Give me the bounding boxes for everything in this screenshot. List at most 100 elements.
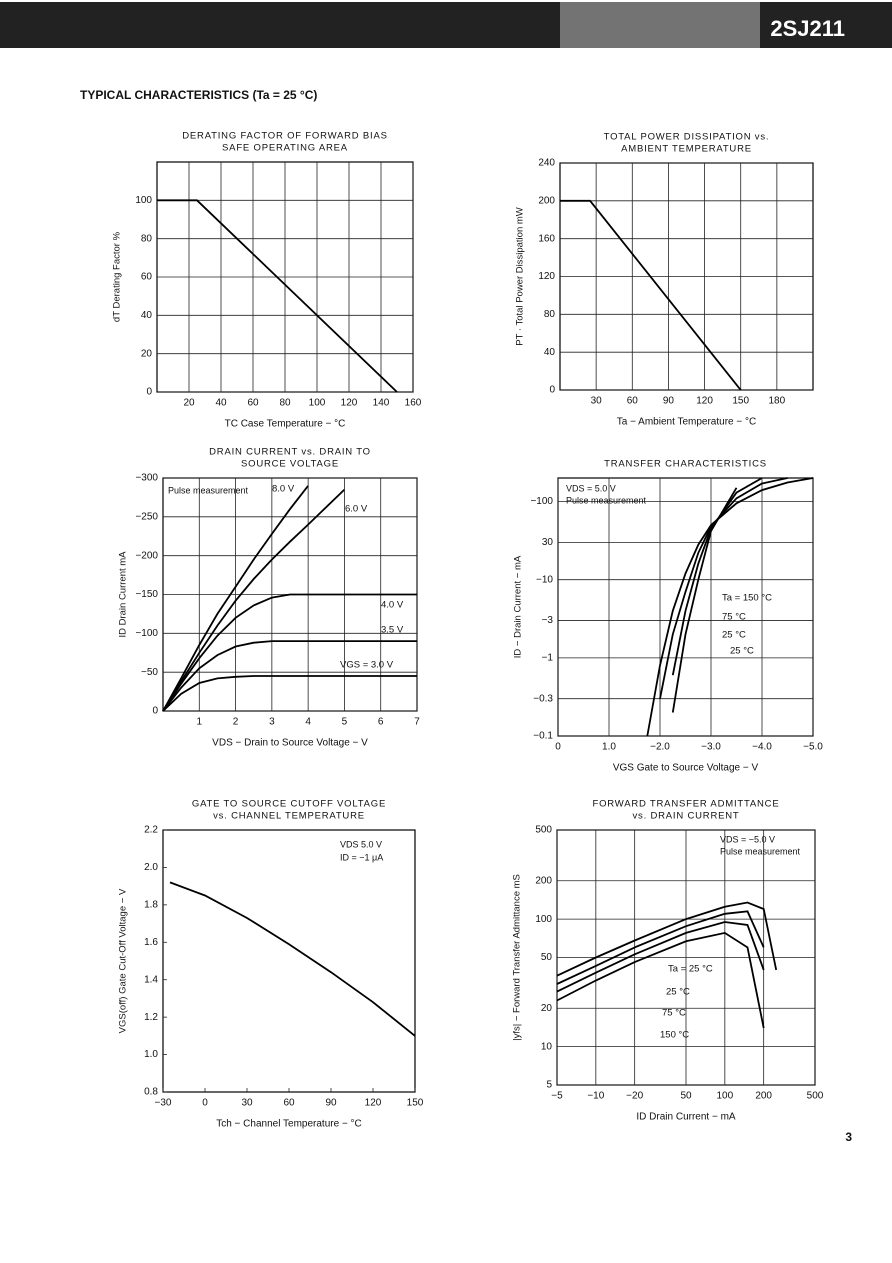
series-label: 75 °C xyxy=(722,612,746,623)
data-line xyxy=(556,910,765,985)
data-line xyxy=(162,640,417,712)
data-line xyxy=(157,199,398,393)
data-line xyxy=(646,477,814,737)
x-tick-label: 120 xyxy=(696,396,713,407)
x-tick-label: 6 xyxy=(378,717,384,728)
page-number: 3 xyxy=(845,1130,852,1144)
x-tick-label: 30 xyxy=(591,396,603,407)
y-tick-label: 240 xyxy=(538,158,555,169)
y-tick-label: 0.8 xyxy=(144,1087,158,1098)
x-axis-label: Tch − Channel Temperature − °C xyxy=(216,1119,362,1130)
x-tick-label: 2 xyxy=(233,717,239,728)
y-tick-label: −150 xyxy=(135,589,158,600)
y-tick-label: 0 xyxy=(152,706,158,717)
x-tick-label: 40 xyxy=(215,398,227,409)
x-tick-label: −10 xyxy=(587,1091,604,1102)
data-line xyxy=(162,485,309,712)
section-title: TYPICAL CHARACTERISTICS (Ta = 25 °C) xyxy=(80,88,317,102)
y-tick-label: 80 xyxy=(544,309,556,320)
series-label: 75 °C xyxy=(662,1008,686,1019)
chart-title: FORWARD TRANSFER ADMITTANCE xyxy=(593,799,780,810)
x-tick-label: 60 xyxy=(283,1098,295,1109)
data-line xyxy=(162,488,346,712)
data-line xyxy=(560,199,742,391)
x-tick-label: 5 xyxy=(342,717,348,728)
x-tick-label: −5 xyxy=(551,1091,563,1102)
x-tick-label: 160 xyxy=(405,398,422,409)
y-tick-label: 60 xyxy=(141,272,153,283)
data-line xyxy=(162,593,417,712)
series-label: Ta = 25 °C xyxy=(668,964,713,975)
chart-title: TRANSFER CHARACTERISTICS xyxy=(604,459,767,470)
y-tick-label: 200 xyxy=(538,195,555,206)
header-noise xyxy=(560,2,760,48)
y-tick-label: −100 xyxy=(530,496,553,507)
data-line xyxy=(556,931,765,1029)
x-tick-label: −3.0 xyxy=(701,742,721,753)
x-axis-label: TC Case Temperature − °C xyxy=(225,419,346,430)
y-tick-label: −0.3 xyxy=(533,693,553,704)
y-tick-label: −250 xyxy=(135,511,158,522)
x-tick-label: 140 xyxy=(373,398,390,409)
x-tick-label: −4.0 xyxy=(752,742,772,753)
series-label: 25 °C xyxy=(722,630,746,641)
y-axis-label: VGS(off) Gate Cut-Off Voltage − V xyxy=(118,888,129,1033)
data-line xyxy=(671,477,763,676)
y-axis-label: ID Drain Current mA xyxy=(118,551,129,638)
annotation: Pulse measurement xyxy=(720,846,801,856)
y-tick-label: 5 xyxy=(546,1080,552,1091)
chart-title: vs. CHANNEL TEMPERATURE xyxy=(213,811,365,822)
y-tick-label: −0.1 xyxy=(533,731,553,742)
x-axis-label: ID Drain Current − mA xyxy=(636,1112,736,1123)
y-tick-label: 10 xyxy=(541,1041,553,1052)
x-tick-label: 4 xyxy=(305,717,311,728)
x-tick-label: −30 xyxy=(155,1098,172,1109)
x-tick-label: 100 xyxy=(309,398,326,409)
annotation: VDS 5.0 V xyxy=(340,839,382,849)
x-tick-label: −5.0 xyxy=(803,742,823,753)
chart-title: SAFE OPERATING AREA xyxy=(222,143,348,154)
y-tick-label: 1.0 xyxy=(144,1049,158,1060)
chart-title: DRAIN CURRENT vs. DRAIN TO xyxy=(209,447,371,458)
y-tick-label: 120 xyxy=(538,271,555,282)
y-tick-label: −200 xyxy=(135,550,158,561)
annotation: Pulse measurement xyxy=(566,495,647,505)
series-label: VGS = 3.0 V xyxy=(340,660,394,671)
chart-title: vs. DRAIN CURRENT xyxy=(632,811,739,822)
chart-title: AMBIENT TEMPERATURE xyxy=(621,144,752,155)
data-line xyxy=(671,487,738,713)
data-line xyxy=(556,921,765,993)
x-axis-label: VGS Gate to Source Voltage − V xyxy=(613,763,759,774)
x-tick-label: −20 xyxy=(626,1091,643,1102)
y-tick-label: 500 xyxy=(535,825,552,836)
y-tick-label: −10 xyxy=(536,574,553,585)
y-axis-label: dT Derating Factor % xyxy=(112,231,123,322)
x-tick-label: 0 xyxy=(555,742,561,753)
chart-title: DERATING FACTOR OF FORWARD BIAS xyxy=(182,131,388,142)
series-label: 3.5 V xyxy=(381,625,404,636)
y-tick-label: −1 xyxy=(542,652,554,663)
y-tick-label: 2.2 xyxy=(144,825,158,836)
series-label: 25 °C xyxy=(730,646,754,657)
chart-title: TOTAL POWER DISSIPATION vs. xyxy=(604,132,770,143)
x-tick-label: 50 xyxy=(680,1091,692,1102)
data-line xyxy=(162,675,417,712)
x-tick-label: 500 xyxy=(807,1091,824,1102)
chart-title: SOURCE VOLTAGE xyxy=(241,459,339,470)
x-tick-label: 7 xyxy=(414,717,420,728)
x-tick-label: 120 xyxy=(365,1098,382,1109)
x-tick-label: 180 xyxy=(769,396,786,407)
x-tick-label: 150 xyxy=(407,1098,424,1109)
y-tick-label: 20 xyxy=(541,1003,553,1014)
y-axis-label: |yfs| − Forward Transfer Admittance mS xyxy=(512,874,523,1041)
x-tick-label: 80 xyxy=(279,398,291,409)
x-tick-label: 90 xyxy=(663,396,675,407)
x-tick-label: 200 xyxy=(755,1091,772,1102)
x-tick-label: 60 xyxy=(627,396,639,407)
x-axis-label: Ta − Ambient Temperature − °C xyxy=(617,417,756,428)
series-label: 150 °C xyxy=(660,1030,689,1041)
data-line xyxy=(556,901,778,977)
y-tick-label: 0 xyxy=(146,387,152,398)
